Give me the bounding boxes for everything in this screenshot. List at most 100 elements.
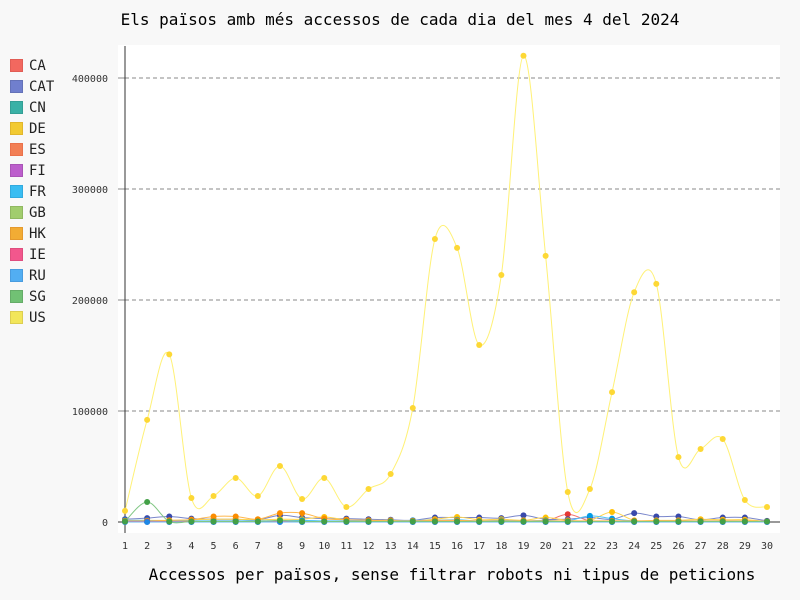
data-point-US <box>498 272 505 279</box>
legend-item-RU[interactable]: RU <box>10 265 54 286</box>
legend-item-ES[interactable]: ES <box>10 139 54 160</box>
data-point-SG <box>321 518 328 525</box>
data-point-SG <box>764 518 770 525</box>
x-tick-label: 17 <box>473 541 485 552</box>
x-tick-label: 3 <box>166 541 172 552</box>
data-point-SG <box>409 518 416 525</box>
legend-label: FR <box>29 183 46 200</box>
legend-swatch <box>10 269 23 282</box>
legend-label: HK <box>29 225 46 242</box>
data-point-FR <box>586 512 593 519</box>
x-tick-label: 18 <box>495 541 507 552</box>
legend-label: SG <box>29 288 46 305</box>
legend-item-CN[interactable]: CN <box>10 97 54 118</box>
x-tick-label: 6 <box>233 541 239 552</box>
data-point-SG <box>675 518 682 525</box>
legend-swatch <box>10 248 23 261</box>
x-tick-label: 7 <box>255 541 261 552</box>
data-point-US <box>609 389 616 396</box>
legend-item-GB[interactable]: GB <box>10 202 54 223</box>
legend-swatch <box>10 311 23 324</box>
data-point-SG <box>498 518 505 525</box>
data-point-SG <box>343 518 350 525</box>
legend-label: CN <box>29 99 46 116</box>
x-tick-label: 12 <box>362 541 374 552</box>
legend-swatch <box>10 227 23 240</box>
legend-swatch <box>10 185 23 198</box>
data-point-SG <box>564 518 571 525</box>
data-point-US <box>232 475 239 482</box>
data-point-HK <box>210 513 217 520</box>
y-tick-label: 100000 <box>72 407 108 418</box>
legend-item-HK[interactable]: HK <box>10 223 54 244</box>
data-point-US <box>653 280 660 287</box>
x-tick-label: 25 <box>650 541 662 552</box>
x-tick-label: 22 <box>584 541 596 552</box>
data-point-SG <box>299 518 306 525</box>
data-point-US <box>741 497 748 504</box>
data-point-US <box>542 252 549 259</box>
data-point-US <box>409 405 416 412</box>
x-tick-label: 11 <box>340 541 352 552</box>
legend-item-FI[interactable]: FI <box>10 160 54 181</box>
legend-label: IE <box>29 246 46 263</box>
legend-swatch <box>10 80 23 93</box>
x-tick-label: 2 <box>144 541 150 552</box>
legend-item-IE[interactable]: IE <box>10 244 54 265</box>
data-point-DE <box>609 509 616 516</box>
data-point-SG <box>210 518 217 525</box>
y-tick-label: 0 <box>102 518 108 529</box>
data-point-US <box>188 495 195 502</box>
x-tick-label: 21 <box>562 541 574 552</box>
x-tick-label: 24 <box>628 541 640 552</box>
data-point-US <box>387 471 394 478</box>
data-point-SG <box>431 518 438 525</box>
data-point-SG <box>276 517 283 524</box>
data-point-US <box>697 445 704 452</box>
legend-label: US <box>29 309 46 326</box>
data-point-US <box>675 454 682 461</box>
data-point-US <box>144 416 151 423</box>
y-tick-label: 200000 <box>72 296 108 307</box>
data-point-US <box>254 493 261 500</box>
data-point-SG <box>476 518 483 525</box>
x-tick-label: 13 <box>385 541 397 552</box>
data-point-SG <box>653 518 660 525</box>
data-point-SG <box>454 518 461 525</box>
data-point-CAT <box>631 510 638 517</box>
legend-swatch <box>10 101 23 114</box>
data-point-SG <box>542 518 549 525</box>
x-tick-label: 8 <box>277 541 283 552</box>
legend-label: RU <box>29 267 46 284</box>
data-point-US <box>299 496 306 503</box>
legend-label: CAT <box>29 78 55 95</box>
data-point-US <box>166 351 173 358</box>
legend-item-US[interactable]: US <box>10 307 54 328</box>
x-axis-label: Accessos per països, sense filtrar robot… <box>148 565 756 584</box>
data-point-SG <box>144 499 151 506</box>
x-tick-label: 29 <box>739 541 751 552</box>
legend-item-FR[interactable]: FR <box>10 181 54 202</box>
legend-swatch <box>10 164 23 177</box>
x-tick-label: 26 <box>672 541 684 552</box>
x-tick-label: 23 <box>606 541 618 552</box>
data-point-US <box>343 504 350 511</box>
legend-swatch <box>10 290 23 303</box>
data-point-US <box>520 52 527 59</box>
legend-item-DE[interactable]: DE <box>10 118 54 139</box>
data-point-US <box>719 435 726 442</box>
data-point-US <box>764 504 770 511</box>
data-point-US <box>122 507 128 514</box>
data-point-SG <box>609 518 616 525</box>
legend-item-CA[interactable]: CA <box>10 55 54 76</box>
x-tick-label: 10 <box>318 541 330 552</box>
legend-label: DE <box>29 120 46 137</box>
legend-swatch <box>10 143 23 156</box>
data-point-SG <box>122 518 128 525</box>
data-point-US <box>365 486 372 493</box>
legend-item-CAT[interactable]: CAT <box>10 76 54 97</box>
legend-item-SG[interactable]: SG <box>10 286 54 307</box>
data-point-US <box>564 489 571 496</box>
legend: CA CAT CN DE ES FI FR GB HK IE RU SG US <box>10 55 54 328</box>
data-point-CA <box>564 511 571 518</box>
